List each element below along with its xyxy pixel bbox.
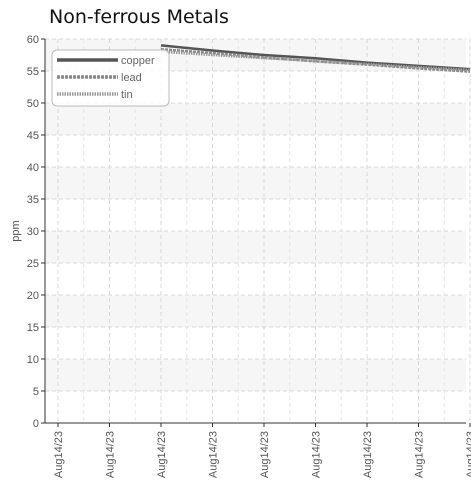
legend-label-lead: lead xyxy=(121,72,142,84)
x-tick-label: Aug14/23 xyxy=(259,431,271,478)
y-axis-ticks: 0 5 10 15 20 25 30 35 40 45 50 55 60 xyxy=(27,34,45,430)
x-tick-label: Aug14/23 xyxy=(362,431,374,478)
x-tick-label: Aug14/23 xyxy=(156,431,168,478)
x-tick-label: Aug14/23 xyxy=(208,431,220,478)
legend-label-tin: tin xyxy=(121,89,133,101)
y-tick-label: 30 xyxy=(27,226,39,238)
series-line-lead xyxy=(160,47,471,73)
plot-band xyxy=(45,167,466,199)
plot-band xyxy=(45,359,466,391)
x-tick-label: Aug14/23 xyxy=(414,431,426,478)
y-tick-label: 45 xyxy=(27,130,39,142)
y-tick-label: 15 xyxy=(27,322,39,334)
x-tick-label: Aug14/23 xyxy=(311,431,323,478)
series-line-tin xyxy=(160,50,471,71)
y-tick-label: 5 xyxy=(33,386,39,398)
series-line-copper xyxy=(160,44,471,71)
y-tick-label: 55 xyxy=(27,66,39,78)
y-tick-label: 40 xyxy=(27,162,39,174)
y-tick-label: 60 xyxy=(27,34,39,46)
y-tick-label: 0 xyxy=(33,418,39,430)
y-tick-label: 10 xyxy=(27,354,39,366)
x-tick-label: Aug14/23 xyxy=(465,431,471,478)
chart-title: Non-ferrous Metals xyxy=(49,6,229,28)
plot-band xyxy=(45,231,466,263)
y-tick-label: 35 xyxy=(27,194,39,206)
legend-label-copper: copper xyxy=(121,55,155,67)
legend: copper lead tin xyxy=(51,49,170,107)
y-tick-label: 20 xyxy=(27,290,39,302)
plot-band xyxy=(45,295,466,327)
x-axis-ticks: Aug14/23 Aug14/23 Aug14/23 Aug14/23 Aug14/23… xyxy=(53,423,471,478)
y-tick-label: 50 xyxy=(27,98,39,110)
plot-band xyxy=(45,103,466,135)
series-lines xyxy=(160,44,471,73)
x-tick-label: Aug14/23 xyxy=(53,431,65,478)
y-axis-label: ppm xyxy=(10,220,22,241)
y-tick-label: 25 xyxy=(27,258,39,270)
x-tick-label: Aug14/23 xyxy=(105,431,117,478)
